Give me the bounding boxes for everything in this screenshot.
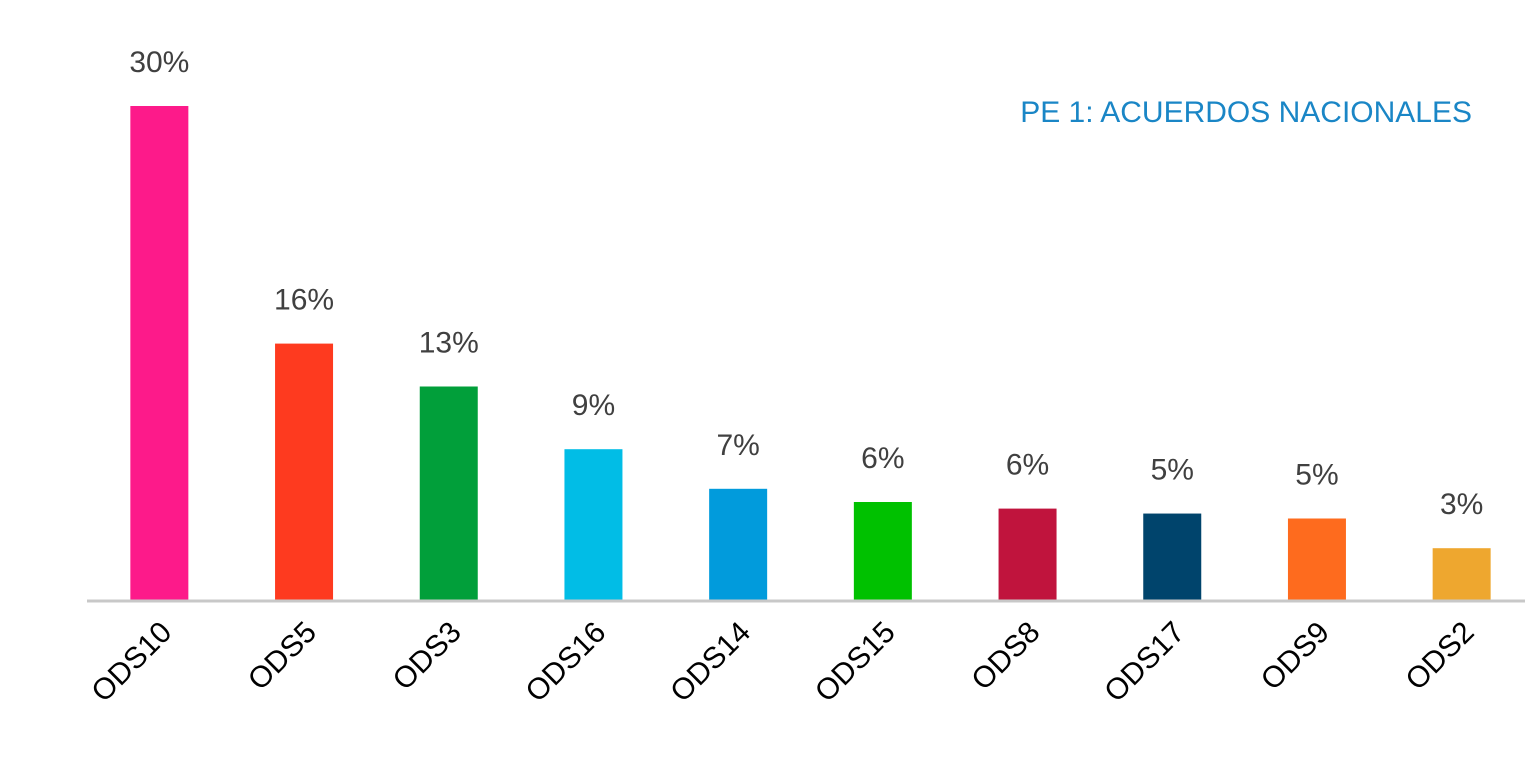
bar xyxy=(709,488,768,601)
data-label: 6% xyxy=(861,442,904,475)
x-tick-label: ODS5 xyxy=(242,616,323,697)
bar xyxy=(853,502,912,601)
x-tick-label: ODS9 xyxy=(1255,616,1336,697)
data-label: 9% xyxy=(572,389,615,422)
bar xyxy=(564,449,623,601)
x-tick-label: ODS10 xyxy=(85,616,178,709)
bar xyxy=(998,508,1057,601)
bar xyxy=(1432,548,1491,601)
bar xyxy=(275,343,334,601)
data-label: 30% xyxy=(129,46,189,79)
x-tick-label: ODS16 xyxy=(519,616,612,709)
bar xyxy=(1143,513,1202,601)
data-label: 7% xyxy=(716,429,759,462)
data-label: 5% xyxy=(1151,454,1194,487)
x-tick-label: ODS2 xyxy=(1399,616,1480,697)
data-label: 5% xyxy=(1295,459,1338,492)
data-label: 16% xyxy=(274,284,334,317)
x-tick-label: ODS8 xyxy=(965,616,1046,697)
bar xyxy=(419,386,478,601)
bar xyxy=(130,106,189,601)
data-label: 6% xyxy=(1006,449,1049,482)
x-tick-label: ODS17 xyxy=(1098,616,1191,709)
data-label: 13% xyxy=(419,327,479,360)
x-tick-label: ODS3 xyxy=(387,616,468,697)
x-tick-label: ODS15 xyxy=(809,616,902,709)
chart-title: PE 1: ACUERDOS NACIONALES xyxy=(1020,96,1472,129)
data-label: 3% xyxy=(1440,488,1483,521)
bar xyxy=(1287,518,1346,601)
x-tick-label: ODS14 xyxy=(664,616,757,709)
